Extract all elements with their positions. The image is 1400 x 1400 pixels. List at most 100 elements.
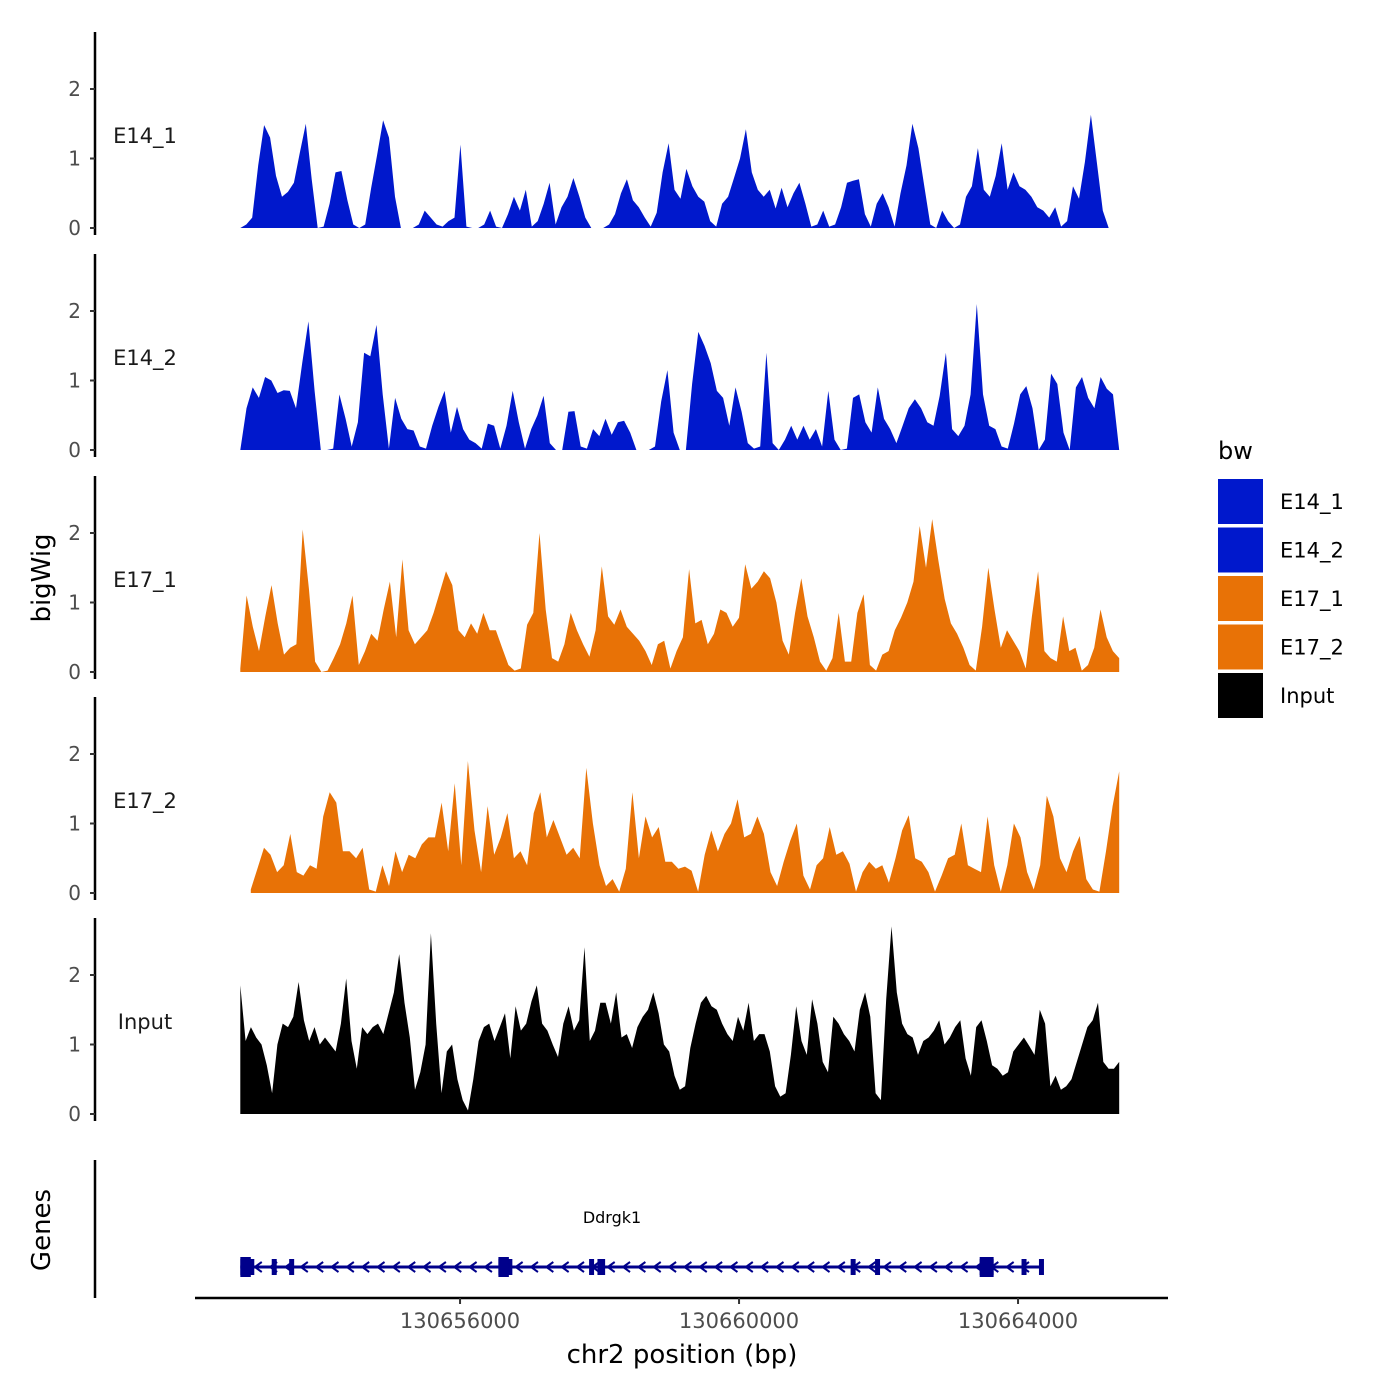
exon <box>850 1259 856 1275</box>
x-axis: 130656000 130660000 130664000 <box>195 1296 1168 1333</box>
x-tick-label: 130656000 <box>400 1309 520 1333</box>
strand-arrow-icon <box>605 1261 616 1273</box>
x-tick-label: 130664000 <box>958 1309 1078 1333</box>
strand-arrow-icon <box>345 1261 355 1273</box>
exon-thick <box>498 1257 509 1277</box>
legend-label: E14_1 <box>1280 490 1344 515</box>
y-tick-label: 2 <box>68 521 81 545</box>
strand-arrow-icon <box>728 1261 739 1273</box>
strand-arrow-icon <box>912 1261 923 1273</box>
exon <box>289 1259 295 1275</box>
strand-arrow-icon <box>360 1261 370 1273</box>
area-E14_2 <box>240 304 1120 450</box>
track-label: E14_1 <box>113 124 177 149</box>
strand-arrow-icon <box>406 1261 416 1273</box>
exon-thick <box>979 1257 994 1277</box>
legend-key-Input <box>1218 673 1263 718</box>
y-tick-label: 1 <box>68 591 81 615</box>
legend-label: E17_2 <box>1280 636 1344 661</box>
x-axis-title: chr2 position (bp) <box>567 1340 798 1370</box>
strand-arrow-icon <box>375 1261 386 1273</box>
strand-arrow-icon <box>897 1261 907 1273</box>
y-tick-label: 1 <box>68 812 81 836</box>
exon <box>589 1259 595 1275</box>
strand-arrow-icon <box>928 1261 938 1273</box>
strand-arrow-icon <box>943 1261 953 1273</box>
genes-axis-title: Genes <box>27 1189 57 1271</box>
exon <box>1021 1259 1027 1275</box>
gene-name: Ddrgk1 <box>583 1208 641 1227</box>
legend-key-E17_2 <box>1218 624 1263 670</box>
strand-arrow-icon <box>1004 1261 1015 1273</box>
strand-arrow-icon <box>805 1261 815 1273</box>
strand-arrow-icon <box>437 1261 447 1273</box>
legend: bw E14_1 E14_2 E17_1 E17_2 Input <box>1218 437 1344 718</box>
y-tick-label: 2 <box>68 742 81 766</box>
strand-arrow-icon <box>253 1261 263 1273</box>
legend-label: E17_1 <box>1280 587 1344 612</box>
track-label: E17_2 <box>113 789 177 814</box>
y-tick-label: 1 <box>68 369 81 393</box>
strand-arrow-icon <box>513 1261 524 1273</box>
y-tick-label: 0 <box>68 881 81 905</box>
strand-arrow-icon <box>391 1261 401 1273</box>
strand-arrow-icon <box>575 1261 585 1273</box>
y-tick-label: 2 <box>68 963 81 987</box>
track-E17_2: 0 1 2 E17_2 <box>68 697 1120 905</box>
strand-arrow-icon <box>713 1261 723 1273</box>
strand-arrow-icon <box>759 1261 769 1273</box>
legend-label: Input <box>1280 684 1334 708</box>
strand-arrow-icon <box>682 1261 693 1273</box>
legend-key-E14_1 <box>1218 479 1263 524</box>
strand-arrow-icon <box>744 1261 754 1273</box>
strand-arrow-icon <box>820 1261 831 1273</box>
track-label: E17_1 <box>113 568 177 593</box>
track-E14_1: 0 1 2 E14_1 <box>68 32 1109 240</box>
strand-arrow-icon <box>774 1261 785 1273</box>
y-tick-label: 2 <box>68 299 81 323</box>
legend-key-E17_1 <box>1218 576 1263 621</box>
strand-arrow-icon <box>667 1261 677 1273</box>
strand-arrow-icon <box>698 1261 708 1273</box>
strand-arrow-icon <box>882 1261 892 1273</box>
y-tick-label: 0 <box>68 216 81 240</box>
area-E14_1 <box>240 114 1109 228</box>
x-tick-label: 130660000 <box>679 1309 799 1333</box>
y-tick-label: 0 <box>68 1102 81 1126</box>
strand-arrow-icon <box>544 1261 554 1273</box>
exon <box>597 1259 606 1275</box>
legend-key-E14_2 <box>1218 527 1263 573</box>
tracks-area: 0 1 2 E14_1 0 1 2 E14_2 0 1 2 E17_1 0 1 2 E17_2 0 1 2 Input <box>68 32 1120 1126</box>
strand-arrow-icon <box>836 1261 846 1273</box>
area-E17_1 <box>240 519 1120 672</box>
strand-arrow-icon <box>452 1261 462 1273</box>
strand-arrow-icon <box>483 1261 493 1273</box>
strand-arrow-icon <box>314 1261 324 1273</box>
y-tick-label: 2 <box>68 77 81 101</box>
gene-panel: Ddrgk1 <box>93 1160 1044 1298</box>
legend-title: bw <box>1218 437 1253 465</box>
strand-arrow-icon <box>790 1261 800 1273</box>
strand-arrow-icon <box>636 1261 646 1273</box>
strand-arrow-icon <box>621 1261 631 1273</box>
track-E14_2: 0 1 2 E14_2 <box>68 254 1120 462</box>
area-Input <box>240 926 1120 1114</box>
strand-arrow-icon <box>559 1261 570 1273</box>
exon-thick <box>240 1257 251 1277</box>
strand-arrow-icon <box>958 1261 969 1273</box>
y-tick-label: 0 <box>68 660 81 684</box>
track-Input: 0 1 2 Input <box>68 918 1120 1126</box>
track-label: E14_2 <box>113 346 177 371</box>
strand-arrow-icon <box>299 1261 309 1273</box>
exon <box>271 1259 277 1275</box>
legend-label: E14_2 <box>1280 539 1344 564</box>
strand-arrow-icon <box>529 1261 539 1273</box>
exon <box>875 1259 881 1275</box>
strand-arrow-icon <box>329 1261 340 1273</box>
y-tick-label: 1 <box>68 1033 81 1057</box>
y-tick-label: 1 <box>68 147 81 171</box>
area-E17_2 <box>250 761 1120 893</box>
strand-arrow-icon <box>866 1261 877 1273</box>
strand-arrow-icon <box>652 1261 662 1273</box>
